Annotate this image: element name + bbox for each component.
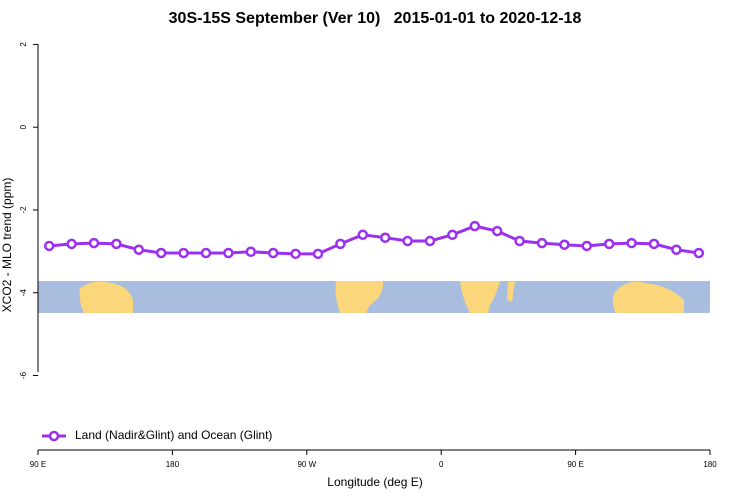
point: [514, 235, 525, 247]
x-tick-label: 90 W: [297, 460, 316, 469]
legend-label: Land (Nadir&Glint) and Ocean (Glint): [75, 428, 272, 442]
point: [581, 240, 593, 252]
map-strip: [38, 281, 710, 313]
point: [671, 244, 682, 255]
point: [290, 248, 301, 260]
point: [88, 237, 100, 249]
point: [312, 248, 324, 260]
point: [536, 237, 548, 249]
legend-marker: [48, 430, 60, 442]
point: [111, 238, 122, 250]
point: [379, 232, 391, 243]
point: [693, 247, 705, 259]
point: [200, 247, 212, 259]
point: [178, 247, 189, 259]
chart-title: 30S-15S September (Ver 10) 2015-01-01 to…: [169, 10, 582, 27]
point: [402, 235, 413, 247]
point: [66, 238, 77, 250]
series-line: [49, 224, 700, 256]
y-tick-label: -6: [19, 371, 28, 379]
point: [223, 247, 234, 259]
y-tick-label: 0: [19, 124, 28, 129]
y-tick-label: 2: [19, 42, 28, 47]
x-tick-label: 90 E: [30, 460, 46, 469]
point: [43, 240, 55, 252]
point: [133, 244, 145, 255]
x-tick-label: 180: [166, 460, 180, 469]
point: [335, 238, 346, 250]
point: [357, 229, 369, 241]
x-tick-label: 90 E: [567, 460, 583, 469]
y-tick-label: -2: [19, 206, 28, 214]
point: [447, 229, 458, 241]
y-tick-label: -4: [19, 289, 28, 297]
point: [603, 238, 615, 250]
x-tick-label: 180: [703, 460, 717, 469]
point: [155, 247, 167, 259]
x-axis-label: Longitude (deg E): [327, 475, 422, 489]
point: [648, 238, 660, 250]
point: [267, 247, 279, 259]
point: [469, 220, 481, 232]
point: [559, 239, 570, 250]
point: [424, 235, 436, 247]
x-tick-label: 0: [439, 460, 444, 469]
y-axis-label: XCO2 - MLO trend (ppm): [0, 178, 14, 313]
point: [245, 246, 257, 258]
point: [626, 237, 637, 249]
point: [491, 225, 503, 237]
